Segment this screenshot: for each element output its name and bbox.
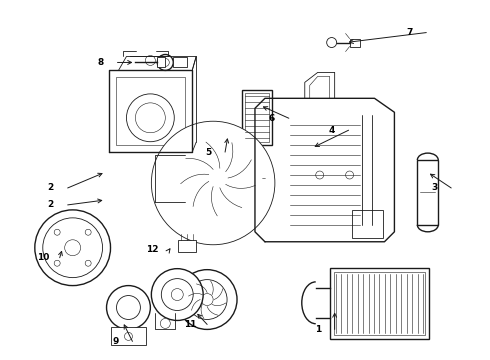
Bar [173,58,187,67]
Circle shape [172,289,183,301]
Text: 4: 4 [328,126,335,135]
Circle shape [161,279,193,310]
Text: 7: 7 [406,28,413,37]
Circle shape [345,171,354,179]
Circle shape [151,269,203,320]
Bar [245,93,269,142]
Circle shape [157,54,173,71]
Circle shape [54,260,60,266]
Bar [330,268,429,339]
Text: 6: 6 [269,114,275,123]
Bar [116,77,185,145]
Bar [352,210,384,238]
Circle shape [117,296,141,319]
Circle shape [146,55,155,66]
Circle shape [316,171,324,179]
Bar [178,240,196,252]
Text: 10: 10 [37,253,49,262]
Text: 12: 12 [146,245,159,254]
Text: 3: 3 [431,184,438,193]
Circle shape [126,94,174,142]
Text: 1: 1 [315,325,321,334]
Circle shape [327,37,337,48]
Circle shape [187,280,227,319]
Circle shape [85,260,91,266]
Bar [417,160,438,225]
Circle shape [35,210,111,285]
Circle shape [124,332,132,340]
Text: 2: 2 [48,184,54,193]
Text: 5: 5 [205,148,211,157]
Circle shape [161,58,169,67]
Bar [242,90,272,145]
Bar [111,328,147,345]
Circle shape [160,319,171,328]
Circle shape [85,229,91,235]
Circle shape [43,218,102,278]
Circle shape [210,170,226,186]
Circle shape [106,285,150,329]
Circle shape [166,126,270,230]
Bar [349,39,360,46]
Circle shape [178,138,258,218]
Circle shape [135,103,165,133]
Circle shape [54,229,60,235]
Circle shape [65,240,81,256]
Text: 2: 2 [48,201,54,210]
Circle shape [201,293,213,306]
Circle shape [177,270,237,329]
Text: 9: 9 [112,337,119,346]
Bar [157,58,165,67]
Bar [334,272,425,336]
Circle shape [151,121,275,245]
Text: 8: 8 [98,58,104,67]
Text: 11: 11 [184,320,196,329]
